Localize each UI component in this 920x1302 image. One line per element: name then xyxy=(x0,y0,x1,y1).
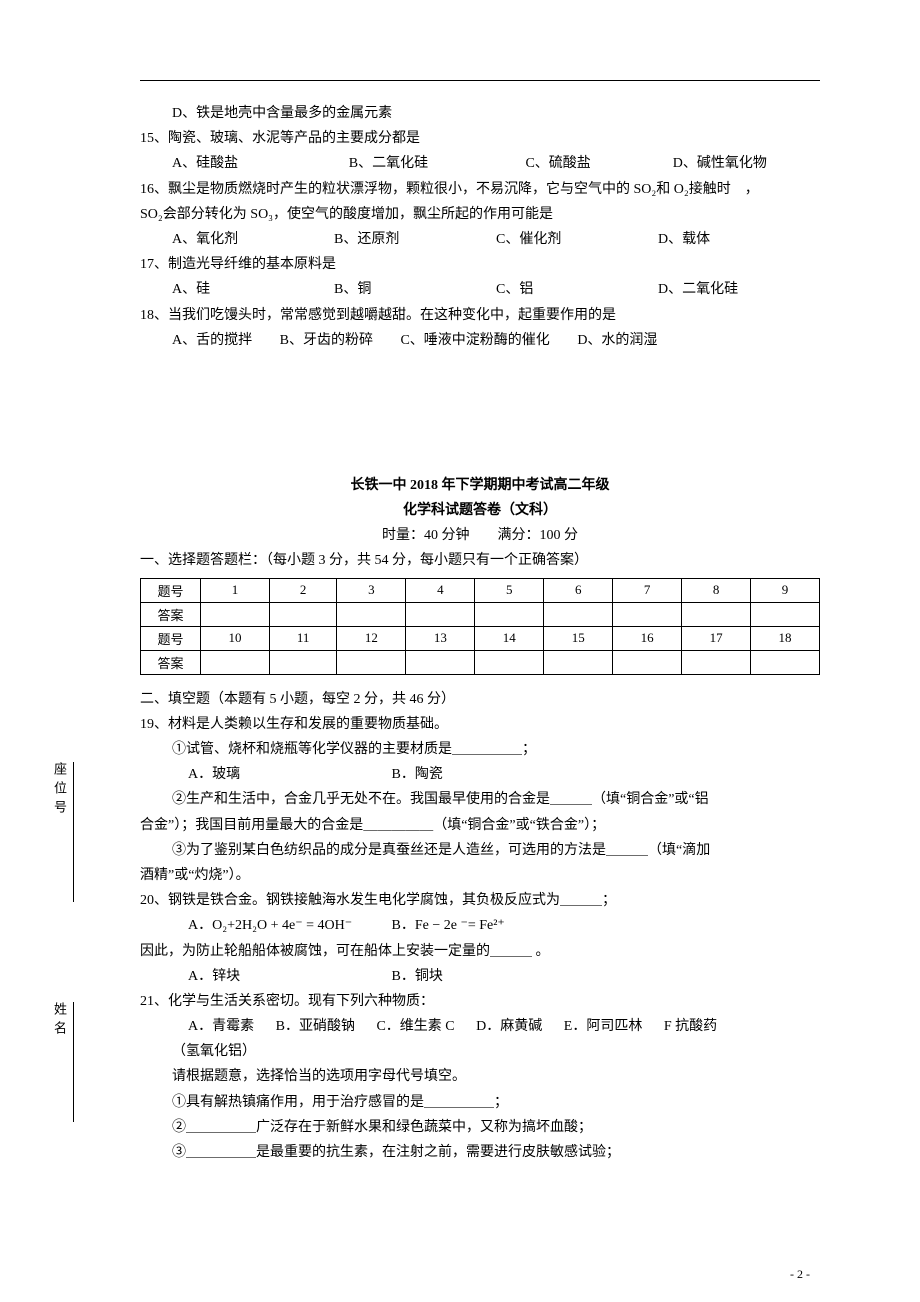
q21-f: F 抗酸药 xyxy=(664,1019,717,1034)
table-row: 答案 xyxy=(141,602,820,626)
q15-b: B、二氧化硅 xyxy=(349,151,526,176)
section1-header: 一、选择题答题栏：（每小题 3 分，共 54 分，每小题只有一个正确答案） xyxy=(140,548,820,573)
q16-d: D、载体 xyxy=(658,227,820,252)
page-number: - 2 - xyxy=(790,1267,810,1282)
q21-s1: ①具有解热镇痛作用，用于治疗感冒的是＿＿＿＿＿； xyxy=(140,1090,820,1115)
top-divider xyxy=(140,80,820,81)
q15-d: D、碱性氧化物 xyxy=(673,151,820,176)
q17-options: A、硅 B、铜 C、铝 D、二氧化硅 xyxy=(140,277,820,302)
q15-c: C、硫酸盐 xyxy=(525,151,672,176)
q20-a: A．O₂+2H₂O + 4e⁻ = 4OH⁻ xyxy=(188,913,388,938)
q21-b: B．亚硝酸钠 xyxy=(276,1019,355,1034)
q21-s3: ③＿＿＿＿＿是最重要的抗生素，在注射之前，需要进行皮肤敏感试验； xyxy=(140,1140,820,1165)
exam-title-2: 化学科试题答卷（文科） xyxy=(140,498,820,523)
q18-d: D、水的润湿 xyxy=(577,333,657,348)
q18-stem: 18、当我们吃馒头时，常常感觉到越嚼越甜。在这种变化中，起重要作用的是 xyxy=(140,303,820,328)
q19-sub2a: ②生产和生活中，合金几乎无处不在。我国最早使用的合金是＿＿＿（填“铜合金”或“铝 xyxy=(140,787,820,812)
q20-line2: 因此，为防止轮船船体被腐蚀，可在船体上安装一定量的＿＿＿ 。 xyxy=(140,939,820,964)
answer-table: 题号 123 456 789 答案 题号 101112 131415 16171… xyxy=(140,578,820,675)
q20-options2: A．锌块 B．铜块 xyxy=(140,964,820,989)
q18-options: A、舌的搅拌 B、牙齿的粉碎 C、唾液中淀粉酶的催化 D、水的润湿 xyxy=(140,328,820,353)
q21-instr: 请根据题意，选择恰当的选项用字母代号填空。 xyxy=(140,1064,820,1089)
q14-option-d: D、铁是地壳中含量最多的金属元素 xyxy=(140,101,820,126)
q19-sub1: ①试管、烧杯和烧瓶等化学仪器的主要材质是＿＿＿＿＿； xyxy=(140,737,820,762)
row-label: 题号 xyxy=(141,578,201,602)
q15-a: A、硅酸盐 xyxy=(172,151,349,176)
q19-sub3b: 酒精”或“灼烧”）。 xyxy=(140,863,820,888)
table-row: 题号 101112 131415 161718 xyxy=(141,626,820,650)
seat-number-label: 座位号 xyxy=(50,762,74,902)
exam-timing: 时量：40 分钟 满分：100 分 xyxy=(140,523,820,548)
q21-d: D．麻黄碱 xyxy=(476,1019,542,1034)
q17-stem: 17、制造光导纤维的基本原料是 xyxy=(140,252,820,277)
q20-ob: B．铜块 xyxy=(392,969,443,984)
ans-label: 答案 xyxy=(141,650,201,674)
q16-a: A、氧化剂 xyxy=(172,227,334,252)
table-row: 答案 xyxy=(141,650,820,674)
q19-stem: 19、材料是人类赖以生存和发展的重要物质基础。 xyxy=(140,712,820,737)
q21-note: （氢氧化铝） xyxy=(140,1039,820,1064)
q20-stem: 20、钢铁是铁合金。钢铁接触海水发生电化学腐蚀，其负极反应式为＿＿＿； xyxy=(140,888,820,913)
q20-options1: A．O₂+2H₂O + 4e⁻ = 4OH⁻ B．Fe − 2e ⁻= Fe²⁺ xyxy=(140,913,820,938)
q21-c: C．维生素 C xyxy=(376,1019,454,1034)
q20-oa: A．锌块 xyxy=(188,964,388,989)
q18-c: C、唾液中淀粉酶的催化 xyxy=(400,333,549,348)
q19-sub2b: 合金”）；我国目前用量最大的合金是＿＿＿＿＿（填“铜合金”或“铁合金”）； xyxy=(140,813,820,838)
q21-stem: 21、化学与生活关系密切。现有下列六种物质： xyxy=(140,989,820,1014)
q17-a: A、硅 xyxy=(172,277,334,302)
q19-a: A．玻璃 xyxy=(188,762,388,787)
q15-options: A、硅酸盐 B、二氧化硅 C、硫酸盐 D、碱性氧化物 xyxy=(140,151,820,176)
q21-substances: A．青霉素 B．亚硝酸钠 C．维生素 C D．麻黄碱 E．阿司匹林 F 抗酸药 xyxy=(140,1014,820,1039)
q16-line1: 16、飘尘是物质燃烧时产生的粒状漂浮物，颗粒很小，不易沉降，它与空气中的 SO₂… xyxy=(140,177,820,202)
q19-b: B．陶瓷 xyxy=(392,767,443,782)
name-label: 姓名 xyxy=(50,1002,74,1122)
q21-a: A．青霉素 xyxy=(188,1019,254,1034)
exam-title-1: 长铁一中 2018 年下学期期中考试高二年级 xyxy=(140,473,820,498)
row-label: 题号 xyxy=(141,626,201,650)
q17-c: C、铝 xyxy=(496,277,658,302)
q16-line2: SO₂会部分转化为 SO₃，使空气的酸度增加，飘尘所起的作用可能是 xyxy=(140,202,820,227)
q16-c: C、催化剂 xyxy=(496,227,658,252)
q18-a: A、舌的搅拌 xyxy=(172,333,252,348)
ans-label: 答案 xyxy=(141,602,201,626)
q17-d: D、二氧化硅 xyxy=(658,277,820,302)
q16-options: A、氧化剂 B、还原剂 C、催化剂 D、载体 xyxy=(140,227,820,252)
q21-s2: ②＿＿＿＿＿广泛存在于新鲜水果和绿色蔬菜中，又称为搞坏血酸； xyxy=(140,1115,820,1140)
q18-b: B、牙齿的粉碎 xyxy=(280,333,373,348)
q17-b: B、铜 xyxy=(334,277,496,302)
table-row: 题号 123 456 789 xyxy=(141,578,820,602)
section2-header: 二、填空题（本题有 5 小题，每空 2 分，共 46 分） xyxy=(140,687,820,712)
q20-b: B．Fe − 2e ⁻= Fe²⁺ xyxy=(392,918,505,933)
q16-b: B、还原剂 xyxy=(334,227,496,252)
q15-stem: 15、陶瓷、玻璃、水泥等产品的主要成分都是 xyxy=(140,126,820,151)
q21-e: E．阿司匹林 xyxy=(564,1019,643,1034)
q19-sub3a: ③为了鉴别某白色纺织品的成分是真蚕丝还是人造丝，可选用的方法是＿＿＿（填“滴加 xyxy=(140,838,820,863)
q19-options: A．玻璃 B．陶瓷 xyxy=(140,762,820,787)
